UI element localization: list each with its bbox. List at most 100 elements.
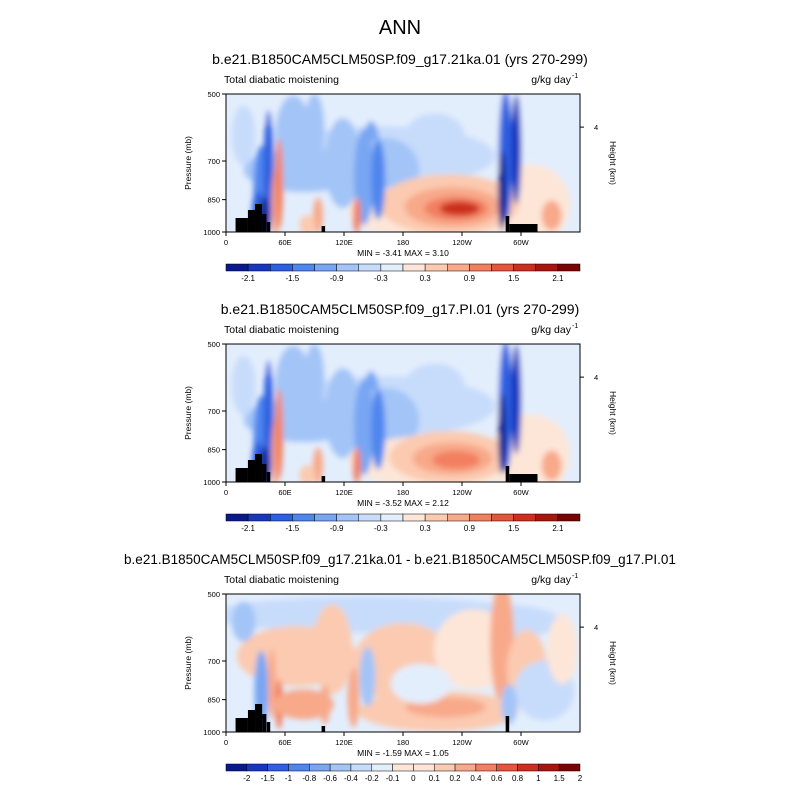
heatmap-contour — [313, 197, 324, 232]
colorbar-label: -1 — [285, 774, 293, 783]
heatmap-contour — [268, 648, 277, 719]
colorbar-swatch — [336, 263, 359, 272]
heatmap-contour — [299, 465, 316, 482]
chart-panels: b.e21.B1850CAM5CLM50SP.f09_g17.21ka.01 (… — [124, 51, 676, 783]
colorbar-label: 0.3 — [420, 524, 432, 533]
land-mask — [505, 716, 510, 732]
x-tick-label: 120W — [452, 738, 473, 747]
right-tick-label: 4 — [594, 623, 598, 632]
land-mask — [255, 704, 263, 732]
colorbar-swatch — [350, 763, 373, 772]
colorbar-label: 1.5 — [508, 274, 520, 283]
land-mask — [321, 226, 326, 232]
heatmap-contour — [432, 450, 481, 469]
colorbar-swatch — [380, 513, 404, 522]
x-tick-label: 120E — [335, 238, 353, 247]
colorbar-label: -0.4 — [344, 774, 358, 783]
x-tick-label: 60E — [278, 238, 291, 247]
land-mask — [247, 710, 256, 732]
heatmap-contour — [547, 614, 578, 685]
right-tick-label: 4 — [594, 373, 598, 382]
colorbar-swatch — [247, 263, 271, 272]
colorbar-swatch — [535, 263, 559, 272]
heatmap-contour — [511, 344, 522, 455]
colorbar-label: -0.3 — [374, 274, 388, 283]
colorbar-label: 0.9 — [464, 274, 476, 283]
x-tick-label: 0 — [224, 738, 228, 747]
heatmap-contour — [231, 355, 256, 416]
colorbar-label: -0.9 — [330, 524, 344, 533]
heatmap-contour — [324, 118, 361, 208]
colorbar-swatch — [270, 263, 293, 272]
heatmap-contour — [371, 139, 386, 220]
colorbar-label: 0.8 — [512, 774, 524, 783]
colorbar-swatch — [433, 763, 456, 772]
colorbar-swatch — [469, 513, 492, 522]
heatmap-contour — [304, 344, 325, 414]
heatmap-field — [226, 94, 580, 232]
colorbar-label: -2.1 — [241, 274, 255, 283]
land-mask — [247, 460, 256, 482]
heatmap-contour — [439, 201, 480, 216]
colorbar-swatch — [247, 513, 271, 522]
land-mask — [509, 474, 538, 482]
colorbar-swatch — [329, 763, 352, 772]
colorbar-swatch — [225, 763, 248, 772]
colorbar-label: -0.2 — [365, 774, 379, 783]
heatmap-contour — [498, 150, 507, 231]
colorbar-swatch — [557, 263, 581, 272]
colorbar-swatch — [513, 513, 536, 522]
land-mask — [247, 210, 256, 232]
x-tick-label: 60W — [513, 488, 529, 497]
y-tick-label: 500 — [207, 340, 220, 349]
colorbar-swatch — [314, 513, 337, 522]
colorbar-swatch — [491, 263, 514, 272]
panel-title: b.e21.B1850CAM5CLM50SP.f09_g17.PI.01 (yr… — [221, 301, 580, 317]
panel-units-exponent: -1 — [572, 323, 578, 330]
colorbar-swatch — [535, 513, 559, 522]
colorbar-swatch — [513, 263, 536, 272]
colorbar-label: 2 — [578, 774, 583, 783]
colorbar-swatch — [491, 513, 514, 522]
y-tick-label: 1000 — [203, 478, 220, 487]
y-tick-label: 850 — [207, 696, 220, 705]
colorbar-swatch — [558, 763, 581, 772]
heatmap-contour — [313, 447, 324, 482]
y-tick-label: 1000 — [203, 728, 220, 737]
heatmap-contour — [511, 94, 522, 205]
x-tick-label: 60W — [513, 738, 529, 747]
colorbar-label: 1 — [536, 774, 541, 783]
heatmap-contour — [347, 667, 360, 728]
panel-units-exponent: -1 — [572, 73, 578, 80]
colorbar-swatch — [424, 263, 448, 272]
heatmap-contour — [275, 345, 312, 426]
x-tick-label: 120E — [335, 488, 353, 497]
min-max-label: MIN = -3.41 MAX = 3.10 — [357, 248, 449, 258]
colorbar-label: 0.1 — [429, 774, 441, 783]
panel-units-exponent: -1 — [572, 573, 578, 580]
heatmap-contour — [273, 689, 334, 720]
panel-title: b.e21.B1850CAM5CLM50SP.f09_g17.21ka.01 -… — [124, 552, 676, 567]
land-mask — [235, 718, 248, 732]
land-mask — [321, 726, 326, 732]
colorbar-label: -1.5 — [261, 774, 275, 783]
min-max-label: MIN = -1.59 MAX = 1.05 — [357, 748, 449, 758]
land-mask — [255, 204, 263, 232]
colorbar-label: 0.3 — [420, 274, 432, 283]
heatmap-contour — [275, 388, 284, 479]
colorbar-swatch — [496, 763, 518, 772]
y-axis-label: Pressure (mb) — [183, 386, 193, 440]
colorbar-swatch — [517, 763, 539, 772]
x-tick-label: 180 — [397, 238, 410, 247]
colorbar-swatch — [267, 763, 289, 772]
chart-panel-3: b.e21.B1850CAM5CLM50SP.f09_g17.21ka.01 -… — [124, 552, 676, 783]
land-mask — [235, 468, 248, 482]
colorbar-label: -0.8 — [302, 774, 316, 783]
colorbar-swatch — [336, 513, 359, 522]
panel-title: b.e21.B1850CAM5CLM50SP.f09_g17.21ka.01 (… — [212, 51, 588, 67]
heatmap-contour — [275, 95, 312, 176]
colorbar-label: 0.6 — [491, 774, 503, 783]
right-axis-label: Height (km) — [608, 391, 618, 435]
colorbar-swatch — [309, 763, 331, 772]
